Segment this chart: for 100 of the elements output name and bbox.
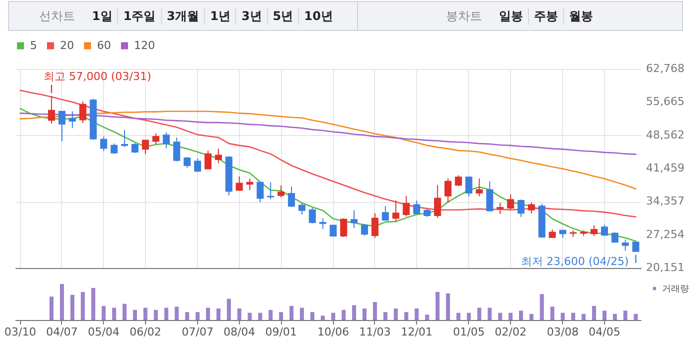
candlestick [68, 110, 76, 129]
bar [50, 296, 54, 320]
candlestick [371, 212, 378, 238]
candlestick [454, 174, 462, 187]
x-tick-label: 11/03 [359, 326, 391, 338]
candlestick [162, 132, 170, 149]
candlestick [58, 110, 66, 142]
x-tick-label: 03/08 [546, 326, 579, 338]
text: 월봉 [563, 8, 598, 24]
bar [634, 314, 638, 320]
bar [560, 312, 565, 320]
candlestick [288, 186, 295, 208]
candlestick [278, 185, 285, 198]
legend-label: 60 [97, 38, 111, 52]
bar [60, 284, 64, 320]
x-tick-label: 06/02 [130, 326, 162, 338]
bar [132, 310, 137, 320]
y-tick-label: 27,254 [646, 228, 684, 241]
y-tick-label: 41,459 [646, 162, 684, 174]
x-tick-label: 07/07 [182, 326, 214, 338]
candlestick [632, 242, 640, 252]
bar [91, 288, 96, 320]
candlestick [340, 218, 348, 238]
candlestick [476, 178, 483, 197]
bar [248, 312, 252, 320]
bar [342, 310, 346, 320]
bar [394, 308, 398, 320]
candlestick [121, 130, 128, 148]
bar [216, 308, 220, 320]
legend-label: 5 [30, 38, 37, 52]
text: 3개월 [160, 8, 204, 24]
x-tick-label: 12/01 [400, 326, 433, 338]
text: 봉차트 [446, 8, 482, 24]
candlestick [590, 224, 598, 237]
candlestick [142, 140, 149, 155]
bar [571, 312, 576, 320]
candlestick [496, 202, 504, 215]
candlestick [267, 182, 274, 200]
y-tick-label: 20,151 [646, 261, 684, 274]
bar [258, 312, 262, 320]
x-tick-label: 10/06 [317, 326, 350, 338]
text: 3년 [235, 8, 267, 24]
bar [529, 314, 534, 320]
y-tick-label: 48,562 [646, 128, 684, 142]
bar [550, 306, 554, 320]
bar [425, 314, 430, 320]
candlestick [308, 208, 316, 224]
candlestick [350, 210, 358, 229]
candlestick [465, 176, 472, 197]
candlestick [392, 200, 400, 222]
text: 선차트 [39, 8, 75, 24]
x-tick-label: 03/10 [4, 326, 36, 338]
bar [185, 312, 190, 320]
candlestick [486, 180, 494, 212]
candlestick [298, 202, 306, 216]
text: 주봉 [528, 8, 563, 24]
candlestick [48, 95, 56, 124]
candlestick [152, 132, 160, 145]
bar [488, 308, 492, 320]
text: 1년 [204, 8, 236, 24]
y-tick-label: 55,665 [646, 95, 684, 108]
candlestick [131, 142, 138, 154]
bar [206, 308, 210, 320]
y-tick-label: 34,357 [646, 194, 684, 208]
bar [623, 310, 628, 320]
candlestick [382, 206, 389, 221]
candlestick [622, 239, 629, 251]
text: 5년 [266, 8, 298, 24]
x-tick-label: 04/05 [588, 326, 620, 338]
bar [289, 306, 294, 320]
bar [404, 312, 408, 320]
bar [582, 314, 586, 320]
legend-label: 20 [60, 38, 74, 52]
bar [112, 308, 116, 320]
annotation: 최저 23,600 (04/25) [521, 254, 629, 268]
bar [80, 292, 85, 320]
candlestick [110, 143, 118, 154]
legend-label: 120 [134, 38, 155, 52]
x-tick-label: 08/04 [223, 326, 256, 338]
text: 1일 [91, 8, 114, 24]
candlestick [194, 158, 202, 173]
bar [279, 312, 284, 320]
bar [519, 310, 524, 320]
candlestick [518, 199, 525, 218]
bar [466, 312, 471, 320]
x-tick-label: 05/04 [88, 326, 120, 338]
legend-label: 거래량 [662, 284, 689, 294]
bar [122, 304, 127, 320]
bar [540, 294, 544, 320]
bar [446, 293, 450, 320]
bar [300, 308, 304, 320]
bar [154, 310, 158, 320]
bar [237, 308, 242, 320]
bar [174, 306, 179, 320]
bar [592, 306, 596, 320]
candlestick [173, 136, 180, 162]
bar [164, 308, 168, 320]
candlestick [204, 150, 212, 170]
candlestick [402, 195, 410, 217]
bar [102, 306, 106, 320]
